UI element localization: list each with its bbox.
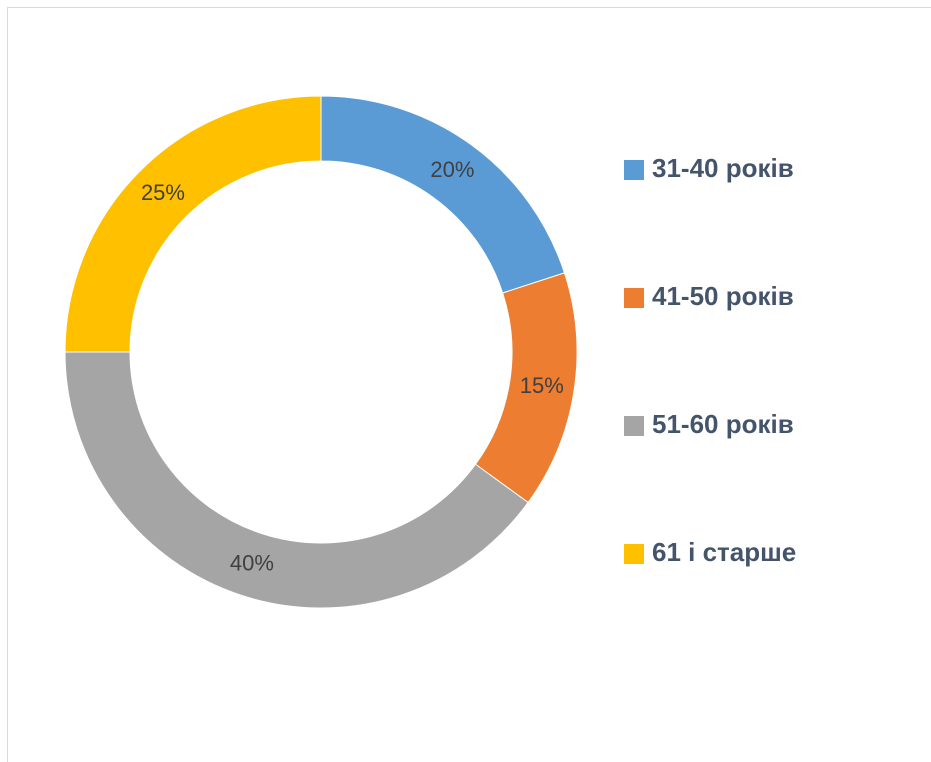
data-label: 40% xyxy=(230,550,274,575)
data-label: 20% xyxy=(430,157,474,182)
legend-swatch xyxy=(624,288,644,308)
chart-frame xyxy=(7,7,931,762)
legend-swatch xyxy=(624,160,644,180)
legend-label: 41-50 років xyxy=(652,281,794,311)
legend-label: 31-40 років xyxy=(652,153,794,183)
legend-swatch xyxy=(624,544,644,564)
legend-label: 51-60 років xyxy=(652,409,794,439)
donut-segment xyxy=(64,351,529,609)
data-label: 15% xyxy=(520,373,564,398)
legend-swatch xyxy=(624,416,644,436)
donut-segment xyxy=(64,95,322,353)
legend-label: 61 і старше xyxy=(652,537,796,567)
data-label: 25% xyxy=(141,180,185,205)
